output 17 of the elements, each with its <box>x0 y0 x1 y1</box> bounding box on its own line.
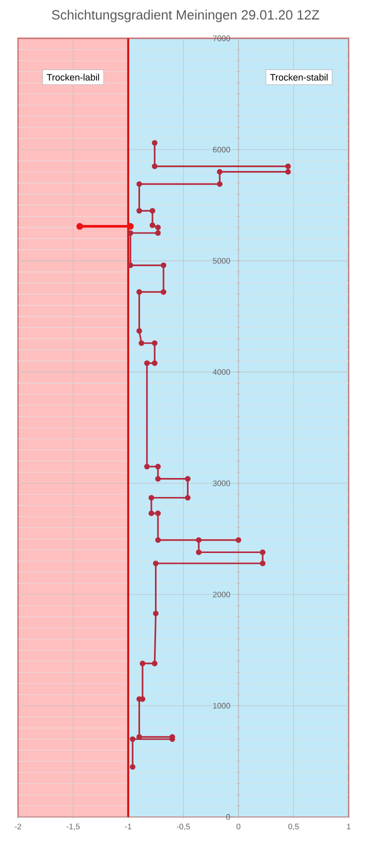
x-tick-label: 0,5 <box>288 824 299 830</box>
y-tick-label: 1000 <box>213 702 230 709</box>
x-tick-label: 1 <box>347 824 350 830</box>
band-label: Trocken-labil <box>46 74 100 81</box>
x-tick-label: -2 <box>14 824 22 830</box>
x-tick-label: -1,5 <box>66 824 80 830</box>
chart-title: Schichtungsgradient Meiningen 29.01.20 12Z <box>52 10 320 22</box>
y-tick-label: 3000 <box>212 480 230 486</box>
band-label: Trocken-stabil <box>270 74 328 81</box>
y-tick-label: 5000 <box>212 258 230 264</box>
x-tick-label: -1 <box>125 824 132 830</box>
x-tick-label: -0,5 <box>176 824 190 830</box>
y-tick-label: 2000 <box>212 592 230 598</box>
y-tick-label: 4000 <box>212 369 230 375</box>
y-tick-label: 6000 <box>212 146 230 152</box>
x-tick-label: 0 <box>236 824 240 830</box>
y-tick-label: 7000 <box>213 36 230 42</box>
